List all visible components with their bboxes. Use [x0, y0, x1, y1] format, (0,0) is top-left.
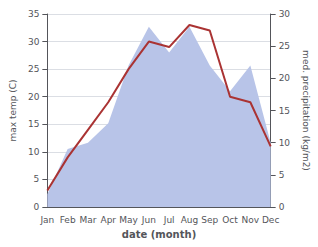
- svg-text:Jun: Jun: [141, 215, 156, 225]
- svg-text:5: 5: [34, 174, 40, 184]
- svg-text:0: 0: [279, 202, 285, 212]
- svg-text:Feb: Feb: [60, 215, 76, 225]
- svg-text:15: 15: [28, 119, 39, 129]
- svg-text:5: 5: [279, 170, 285, 180]
- svg-text:Nov: Nov: [242, 215, 260, 225]
- svg-text:date (month): date (month): [122, 229, 196, 240]
- svg-text:Dec: Dec: [262, 215, 279, 225]
- svg-text:Oct: Oct: [222, 215, 238, 225]
- svg-text:med. precipitation (kg/m2): med. precipitation (kg/m2): [301, 50, 311, 171]
- svg-text:Apr: Apr: [100, 215, 116, 225]
- svg-text:May: May: [119, 215, 138, 225]
- svg-text:25: 25: [28, 64, 39, 74]
- svg-text:0: 0: [34, 202, 40, 212]
- svg-text:30: 30: [28, 37, 40, 47]
- svg-text:Jan: Jan: [39, 215, 54, 225]
- svg-text:35: 35: [28, 9, 39, 19]
- svg-text:10: 10: [28, 147, 40, 157]
- svg-text:30: 30: [279, 9, 291, 19]
- svg-text:20: 20: [279, 73, 291, 83]
- svg-text:Mar: Mar: [79, 215, 96, 225]
- svg-text:Jul: Jul: [163, 215, 175, 225]
- svg-text:20: 20: [28, 92, 40, 102]
- svg-text:10: 10: [279, 138, 291, 148]
- svg-text:Aug: Aug: [181, 215, 199, 225]
- svg-text:max temp (C): max temp (C): [8, 79, 18, 141]
- svg-text:25: 25: [279, 41, 290, 51]
- svg-text:15: 15: [279, 106, 290, 116]
- svg-text:Sep: Sep: [201, 215, 218, 225]
